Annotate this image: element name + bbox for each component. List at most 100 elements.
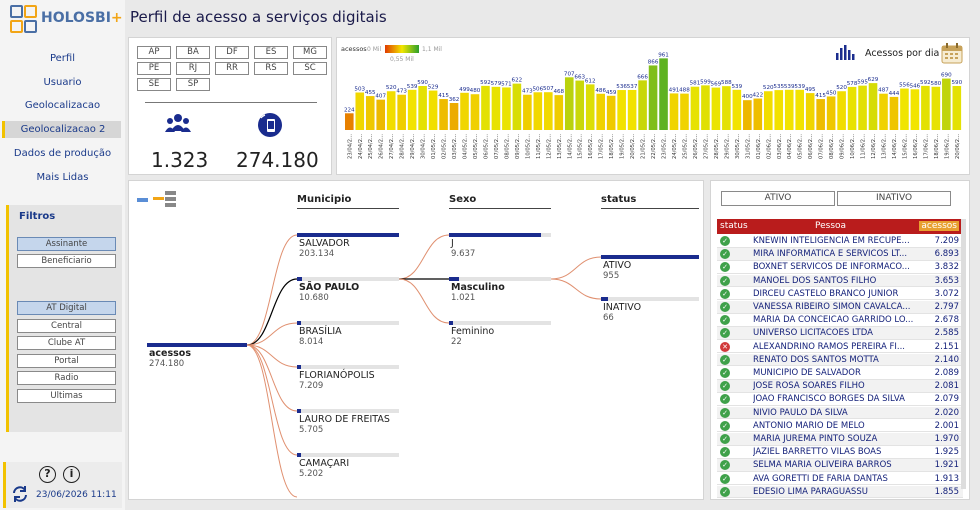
table-row[interactable]: ✓ MARIA JUREMA PINTO SOUZA 1.970 xyxy=(717,433,963,446)
tree-bar[interactable] xyxy=(297,233,399,237)
daily-bar[interactable] xyxy=(365,96,375,130)
tree-bar[interactable] xyxy=(297,277,303,281)
daily-bar[interactable] xyxy=(847,86,857,130)
daily-bar[interactable] xyxy=(386,91,396,130)
tree-level-header[interactable]: Sexo xyxy=(449,194,551,209)
tree-node-label[interactable]: INATIVO xyxy=(603,302,642,313)
daily-bar[interactable] xyxy=(575,80,585,130)
table-row[interactable]: ✕ ALEXANDRINO RAMOS PEREIRA FI... 2.151 xyxy=(717,340,963,354)
tree-bar[interactable] xyxy=(601,255,699,259)
nav-item[interactable]: Perfil xyxy=(49,53,75,64)
tree-bar[interactable] xyxy=(147,343,247,347)
toggle-ativo[interactable]: ATIVO xyxy=(721,191,835,206)
tree-node-label[interactable]: FLORIANÓPOLIS xyxy=(299,370,375,381)
daily-bar[interactable] xyxy=(355,92,365,130)
table-row[interactable]: ✓ MARIA DA CONCEICAO GARRIDO LO... 2.678 xyxy=(717,314,963,327)
daily-bar[interactable] xyxy=(439,99,448,130)
table-row[interactable]: ✓ RENATO DOS SANTOS MOTTA 2.140 xyxy=(717,353,963,367)
toggle-inativo[interactable]: INATIVO xyxy=(837,191,951,206)
filter-button[interactable]: Radio xyxy=(17,371,116,385)
daily-bar[interactable] xyxy=(407,89,417,130)
refresh-icon[interactable] xyxy=(11,485,29,503)
daily-bar[interactable] xyxy=(470,94,480,130)
daily-bar[interactable] xyxy=(345,113,354,130)
daily-bar[interactable] xyxy=(533,92,543,130)
daily-bar[interactable] xyxy=(544,92,553,130)
table-row[interactable]: ✓ SELMA MARIA OLIVEIRA BARROS 1.921 xyxy=(717,459,963,472)
uf-button[interactable]: RS xyxy=(254,62,288,75)
uf-button[interactable]: AP xyxy=(137,46,171,59)
table-scrollbar[interactable] xyxy=(961,219,966,489)
daily-bar[interactable] xyxy=(554,95,564,130)
uf-button[interactable]: SP xyxy=(176,78,210,91)
daily-bar[interactable] xyxy=(763,91,773,130)
daily-bar[interactable] xyxy=(952,86,962,130)
daily-bar[interactable] xyxy=(585,84,595,130)
daily-bar[interactable] xyxy=(879,93,888,130)
help-icon[interactable]: ? xyxy=(39,466,56,483)
daily-bar[interactable] xyxy=(449,103,459,130)
tree-node-label[interactable]: ATIVO xyxy=(603,260,632,271)
daily-bar[interactable] xyxy=(774,90,784,130)
daily-bar[interactable] xyxy=(460,92,469,130)
table-row[interactable]: ✓ VANESSA RIBEIRO SIMON CAVALCA... 2.797 xyxy=(717,301,963,314)
tree-node-label[interactable]: SÃO PAULO xyxy=(299,282,360,293)
table-row[interactable]: ✓ MIRA INFORMATICA E SERVICOS LT... 6.893 xyxy=(717,248,963,261)
daily-bar[interactable] xyxy=(931,86,941,130)
daily-bar[interactable] xyxy=(638,80,647,130)
daily-bar[interactable] xyxy=(732,89,742,130)
daily-bar[interactable] xyxy=(900,88,909,130)
uf-button[interactable]: BA xyxy=(176,46,210,59)
daily-bar[interactable] xyxy=(617,90,626,130)
daily-bar[interactable] xyxy=(523,94,532,130)
uf-button[interactable]: MG xyxy=(293,46,327,59)
filter-button[interactable]: Portal xyxy=(17,353,116,368)
daily-bar[interactable] xyxy=(722,86,731,130)
daily-bar[interactable] xyxy=(743,100,752,130)
daily-bar[interactable] xyxy=(889,96,899,130)
tree-bar[interactable] xyxy=(449,277,460,281)
filter-button[interactable]: Beneficiario xyxy=(17,254,116,268)
table-row[interactable]: ✓ MUNICIPIO DE SALVADOR 2.089 xyxy=(717,367,963,380)
table-row[interactable]: ✓ BOXNET SERVICOS DE INFORMACO... 3.832 xyxy=(717,261,963,274)
table-row[interactable]: ✓ JAZIEL BARRETTO VILAS BOAS 1.925 xyxy=(717,446,963,459)
table-row[interactable]: ✓ AVA GORETTI DE FARIA DANTAS 1.913 xyxy=(717,472,963,486)
daily-bar[interactable] xyxy=(648,65,658,130)
daily-bar[interactable] xyxy=(711,87,721,130)
daily-bar[interactable] xyxy=(753,98,763,130)
uf-button[interactable]: ES xyxy=(254,46,288,59)
daily-bar[interactable] xyxy=(418,86,427,130)
daily-bar[interactable] xyxy=(564,77,574,130)
daily-bar[interactable] xyxy=(816,99,825,130)
filter-button[interactable]: Central xyxy=(17,318,116,333)
calendar-icon[interactable] xyxy=(941,42,963,64)
col-person-header[interactable]: Pessoa xyxy=(815,221,847,231)
uf-button[interactable]: RJ xyxy=(176,62,210,75)
table-row[interactable]: ✓ NIVIO PAULO DA SILVA 2.020 xyxy=(717,406,963,420)
nav-item[interactable]: Mais Lidas xyxy=(36,172,89,183)
daily-bar[interactable] xyxy=(502,87,511,130)
tree-node-label[interactable]: Feminino xyxy=(451,326,495,337)
daily-bar[interactable] xyxy=(826,96,836,130)
daily-bar[interactable] xyxy=(795,89,804,130)
daily-bar[interactable] xyxy=(491,86,501,130)
daily-bar[interactable] xyxy=(942,78,951,130)
uf-button[interactable]: PE xyxy=(137,62,171,75)
tree-node-label[interactable]: J xyxy=(451,238,454,249)
daily-bar[interactable] xyxy=(428,90,438,130)
nav-item[interactable]: Dados de produção xyxy=(13,148,112,159)
daily-bar[interactable] xyxy=(376,99,386,130)
daily-bar[interactable] xyxy=(805,93,815,130)
tree-bar[interactable] xyxy=(297,453,301,457)
uf-button[interactable]: RR xyxy=(215,62,249,75)
daily-bar[interactable] xyxy=(784,89,794,130)
nav-item[interactable]: Usuario xyxy=(43,77,82,88)
tree-bar[interactable] xyxy=(449,321,453,325)
table-row[interactable]: ✓ UNIVERSO LICITACOES LTDA 2.585 xyxy=(717,327,963,340)
table-row[interactable]: ✓ KNEWIN INTELIGENCIA EM RECUPE... 7.209 xyxy=(717,235,963,248)
tree-level-header[interactable]: Municipio xyxy=(297,194,399,209)
filter-button[interactable]: Assinante xyxy=(17,237,116,251)
filter-button[interactable]: AT Digital xyxy=(17,301,116,315)
tree-level-header[interactable]: status xyxy=(601,194,699,209)
uf-button[interactable]: DF xyxy=(215,46,249,59)
